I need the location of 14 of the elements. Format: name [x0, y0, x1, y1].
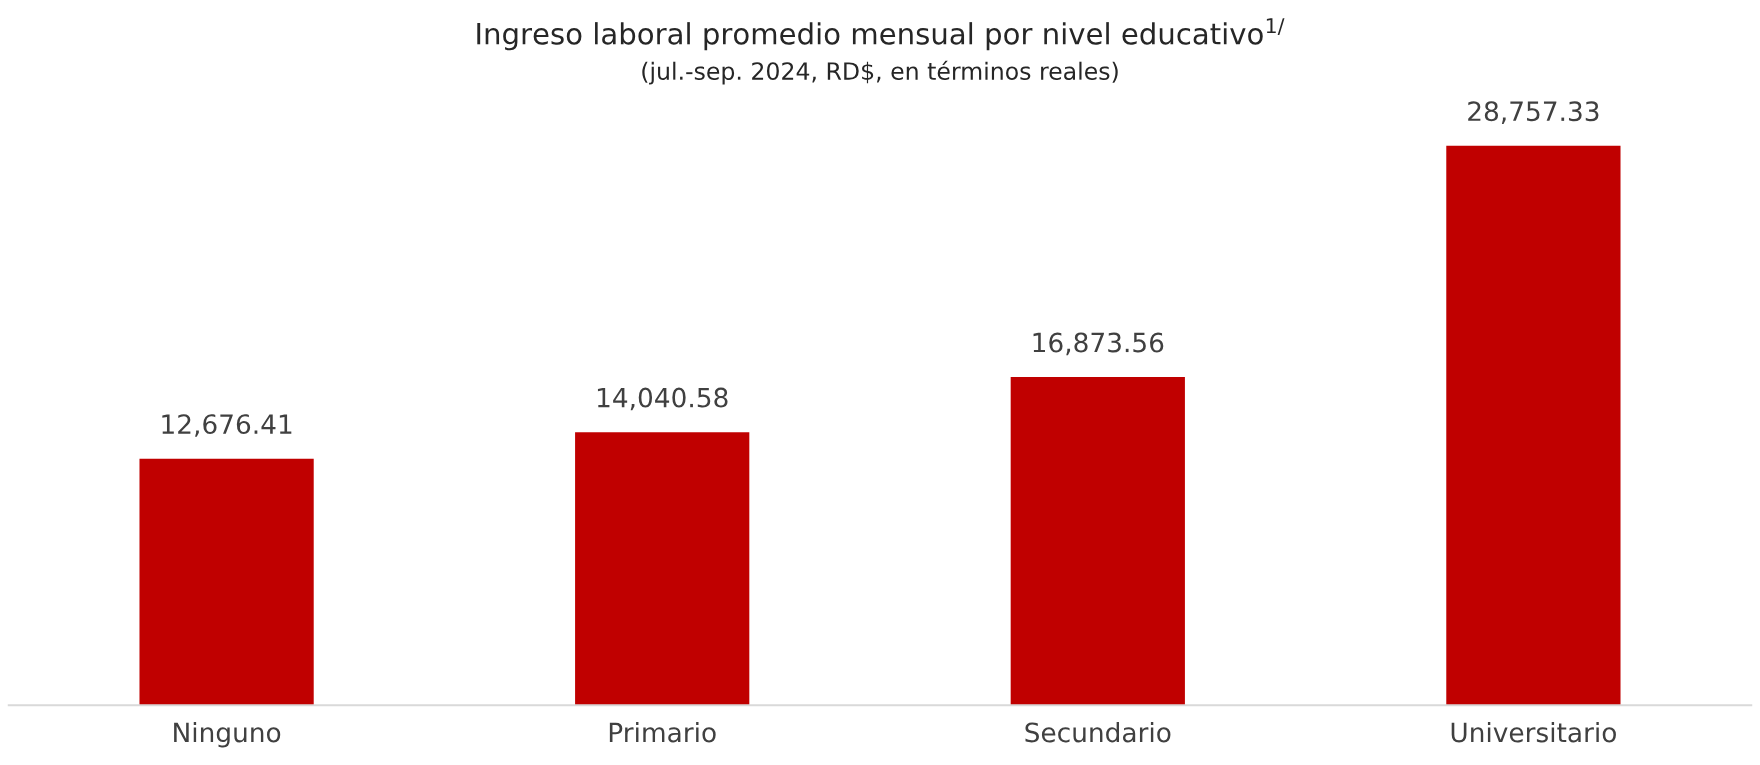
- data-label: 12,676.41: [162, 414, 292, 437]
- bar: [139, 458, 314, 706]
- data-label: 16,873.56: [1033, 332, 1164, 356]
- chart-subtitle: (jul.-sep. 2024, RD$, en términos reales): [642, 60, 1118, 85]
- data-label: 28,757.33: [1468, 101, 1599, 124]
- chart-title: Ingreso laboral promedio mensual por nivel educativo$^{1/}$: [477, 18, 1285, 51]
- bar: [1010, 377, 1185, 706]
- x-tick-label: Secundario: [1025, 722, 1171, 743]
- x-tick-label: Primario: [609, 722, 716, 743]
- x-tick-label: Universitario: [1451, 722, 1616, 743]
- bar: [575, 432, 750, 706]
- bar: [1446, 145, 1621, 706]
- x-tick-label: Ninguno: [174, 722, 281, 748]
- data-label: 14,040.58: [597, 387, 728, 411]
